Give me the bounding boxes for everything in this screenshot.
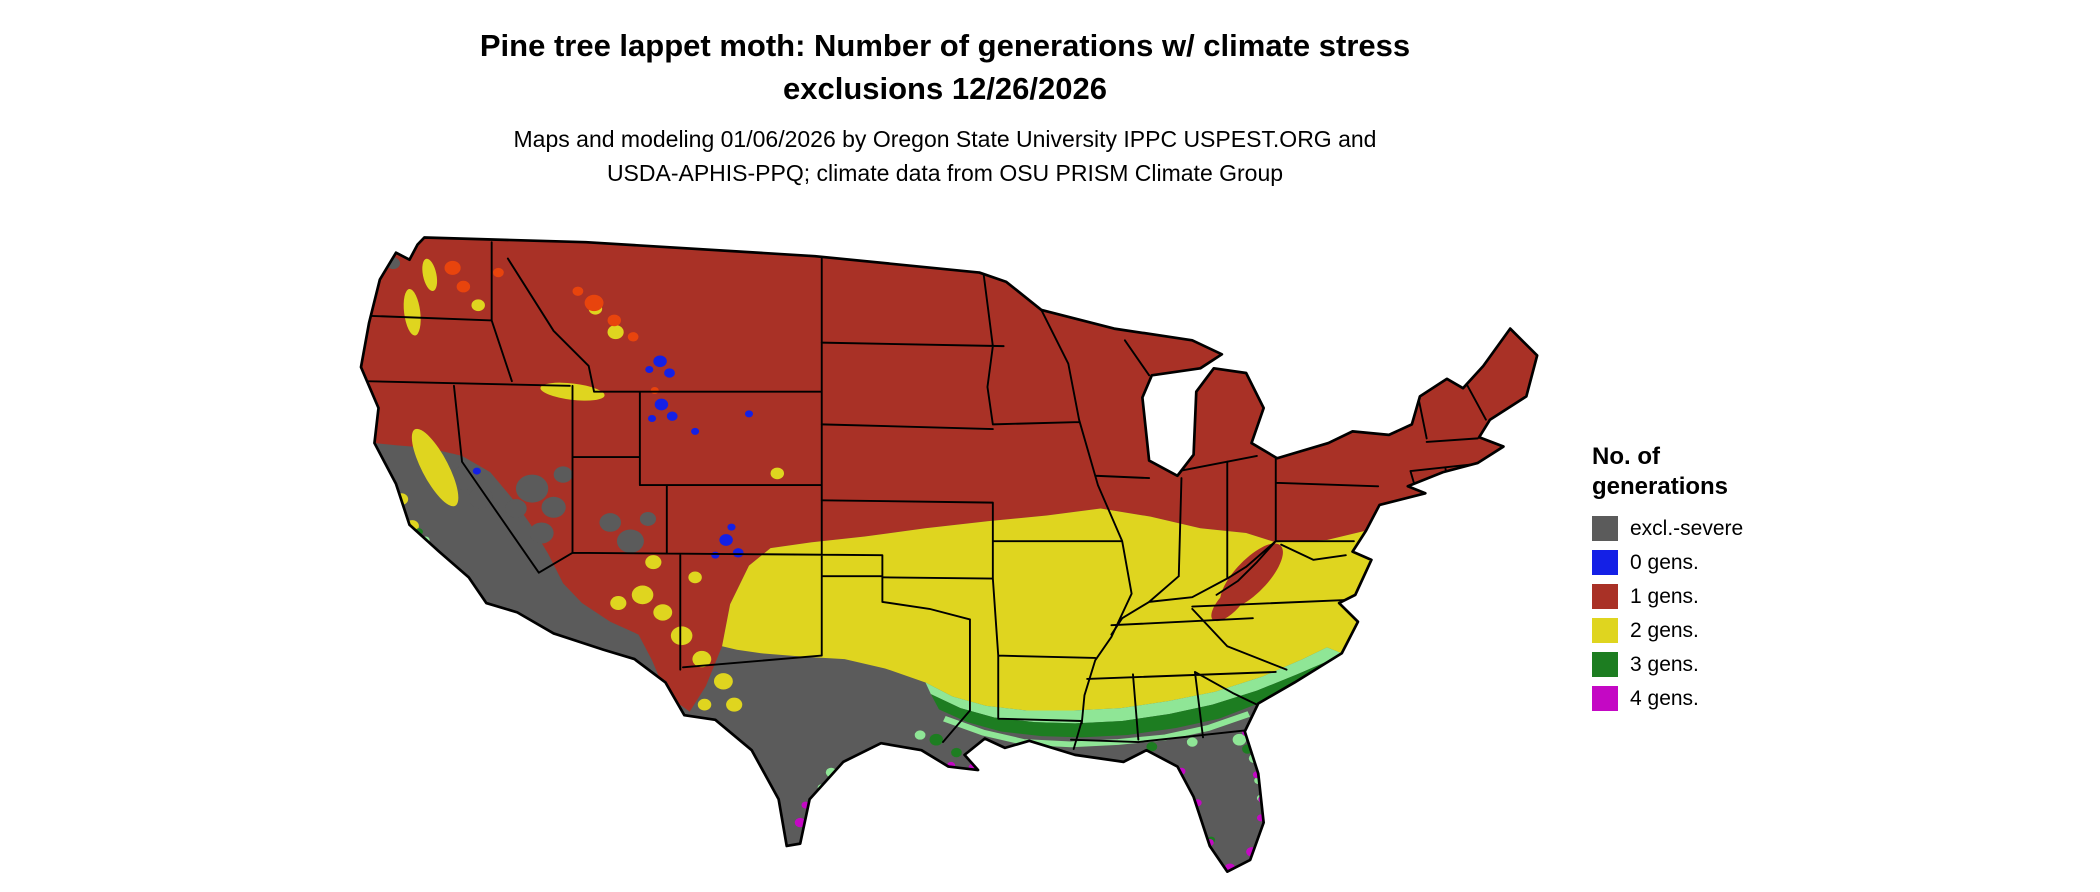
legend-item: 3 gens. xyxy=(1592,652,1852,677)
legend-swatch-4gens xyxy=(1592,686,1618,711)
legend: No. of generations excl.-severe 0 gens. … xyxy=(1592,442,1852,720)
legend-title-line2: generations xyxy=(1592,473,1729,500)
legend-title: No. of generations xyxy=(1592,442,1852,502)
legend-item: 1 gens. xyxy=(1592,584,1852,609)
legend-item: excl.-severe xyxy=(1592,516,1852,541)
state-borders-west xyxy=(364,242,970,742)
map-subtitle-line2: USDA-APHIS-PPQ; climate data from OSU PR… xyxy=(606,160,1284,186)
zone-2gen xyxy=(722,508,1372,711)
zone-1gen-appalachians xyxy=(1211,543,1283,622)
us-outline xyxy=(361,238,1537,872)
legend-swatch-0gens xyxy=(1592,550,1618,575)
legend-swatch-2gens xyxy=(1592,618,1618,643)
legend-swatch-severe xyxy=(1592,516,1618,541)
gens0-patches xyxy=(472,355,754,559)
legend-label: 2 gens. xyxy=(1630,619,1699,642)
gens1-hot-patches xyxy=(444,260,659,395)
map-title-line2: exclusions 12/26/2026 xyxy=(782,71,1107,106)
zone-3gen-light xyxy=(925,647,1342,724)
severe-west-patches xyxy=(386,257,657,553)
legend-label: 3 gens. xyxy=(1630,653,1699,676)
legend-swatch-1gens xyxy=(1592,584,1618,609)
legend-item: 0 gens. xyxy=(1592,550,1852,575)
legend-swatch-3gens xyxy=(1592,652,1618,677)
legend-items: excl.-severe 0 gens. 1 gens. 2 gens. 3 g… xyxy=(1592,516,1852,711)
legend-item: 4 gens. xyxy=(1592,686,1852,711)
legend-title-line1: No. of xyxy=(1592,443,1660,470)
legend-label: 4 gens. xyxy=(1630,687,1699,710)
legend-label: 1 gens. xyxy=(1630,585,1699,608)
legend-label: 0 gens. xyxy=(1630,551,1699,574)
gens2-west-patches xyxy=(394,258,785,712)
zone-1gen xyxy=(360,237,1538,712)
map-title-line1: Pine tree lappet moth: Number of generat… xyxy=(479,28,1411,63)
map-subtitle-line1: Maps and modeling 01/06/2026 by Oregon S… xyxy=(513,126,1377,152)
state-borders-central xyxy=(822,273,1257,749)
map-subtitle: Maps and modeling 01/06/2026 by Oregon S… xyxy=(0,122,1890,190)
legend-label: excl.-severe xyxy=(1630,517,1744,540)
us-generations-map xyxy=(330,220,1556,888)
map-title: Pine tree lappet moth: Number of generat… xyxy=(0,24,1890,110)
state-borders-east xyxy=(1071,380,1486,742)
legend-item: 2 gens. xyxy=(1592,618,1852,643)
us-map-svg xyxy=(330,220,1556,888)
